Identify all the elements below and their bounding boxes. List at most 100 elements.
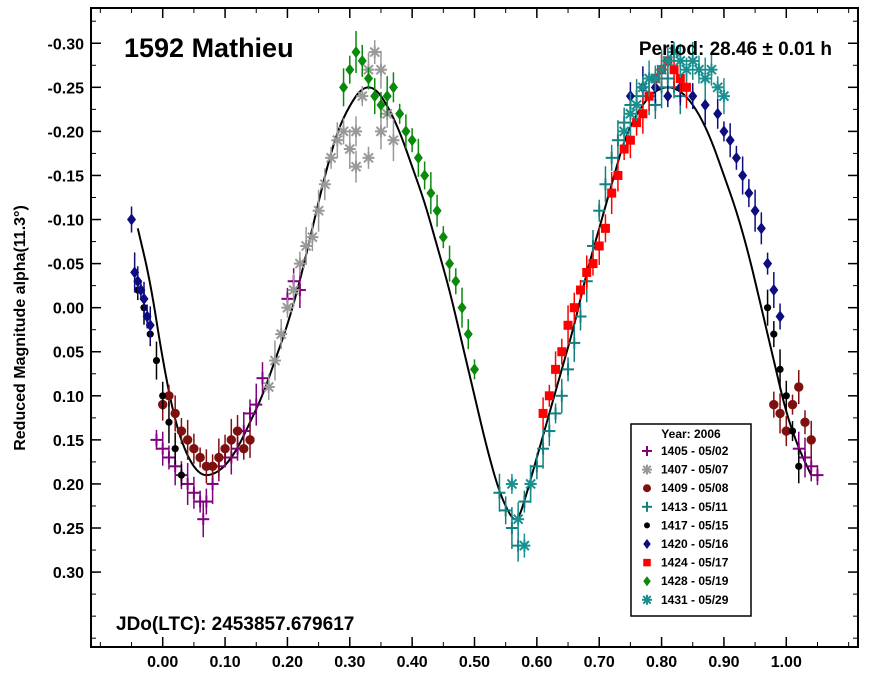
legend-label: 1424 - 05/17 bbox=[661, 556, 729, 570]
data-point bbox=[551, 364, 561, 374]
marker-diamond bbox=[395, 107, 405, 120]
marker-diamond bbox=[451, 275, 461, 288]
data-point bbox=[798, 451, 811, 464]
legend-marker bbox=[642, 594, 652, 605]
x-tick-label: 0.70 bbox=[584, 654, 615, 671]
data-point bbox=[576, 285, 586, 295]
data-point bbox=[537, 442, 550, 455]
marker-diamond bbox=[145, 319, 155, 332]
marker-square bbox=[544, 391, 554, 401]
y-tick-label: 0.20 bbox=[53, 477, 84, 494]
chart-title: 1592 Mathieu bbox=[124, 33, 294, 63]
marker-d2 bbox=[706, 64, 717, 75]
marker-diamond bbox=[470, 363, 479, 376]
data-point bbox=[343, 143, 356, 156]
marker-diamond bbox=[713, 107, 723, 120]
data-point bbox=[700, 98, 710, 111]
marker-d2 bbox=[332, 134, 343, 146]
marker-diamond bbox=[756, 222, 766, 235]
marker-diamond bbox=[643, 539, 651, 549]
data-point bbox=[699, 72, 712, 85]
data-point bbox=[605, 151, 618, 164]
data-point bbox=[800, 417, 810, 427]
data-point bbox=[401, 125, 411, 138]
data-point bbox=[374, 125, 387, 138]
x-tick-label: 0.10 bbox=[209, 654, 240, 671]
data-point bbox=[312, 204, 325, 217]
data-point bbox=[682, 82, 692, 92]
data-point bbox=[661, 54, 674, 67]
data-point bbox=[413, 151, 423, 164]
marker-d2 bbox=[325, 152, 337, 164]
data-point bbox=[649, 72, 662, 85]
x-tick-label: 0.20 bbox=[272, 654, 303, 671]
data-point bbox=[593, 204, 606, 217]
marker-square bbox=[551, 364, 561, 374]
data-point bbox=[756, 222, 766, 235]
marker-circle bbox=[794, 382, 804, 392]
y-tick-label: 0.10 bbox=[53, 389, 84, 406]
data-point bbox=[275, 328, 288, 341]
marker-dot bbox=[795, 462, 803, 470]
data-point bbox=[607, 188, 617, 198]
data-point bbox=[207, 461, 218, 472]
data-point bbox=[356, 90, 369, 103]
data-point bbox=[686, 54, 699, 67]
series-5 bbox=[127, 66, 785, 345]
marker-diamond bbox=[339, 81, 349, 94]
marker-circle bbox=[182, 435, 193, 445]
marker-d2 bbox=[650, 73, 661, 84]
marker-diamond bbox=[376, 98, 386, 111]
marker-d2 bbox=[319, 179, 331, 190]
y-tick-label: 0.30 bbox=[53, 565, 84, 582]
data-point bbox=[150, 433, 163, 446]
data-point bbox=[711, 81, 724, 94]
x-axis: 0.00 0.10 0.20 0.30 0.40 0.50 0.60 0.70 0.80 0.90… bbox=[99, 8, 850, 671]
marker-d2 bbox=[712, 82, 723, 93]
marker-diamond bbox=[731, 151, 741, 164]
marker-d2 bbox=[656, 64, 667, 75]
marker-diamond bbox=[463, 328, 473, 341]
data-point bbox=[187, 486, 200, 499]
y-tick-label: -0.25 bbox=[48, 80, 85, 97]
data-point bbox=[787, 399, 798, 410]
legend-label: 1428 - 05/19 bbox=[661, 574, 729, 588]
marker-circle bbox=[239, 443, 249, 454]
x-tick-label: 0.80 bbox=[646, 654, 677, 671]
data-point bbox=[177, 471, 186, 479]
data-point bbox=[182, 435, 193, 445]
marker-circle bbox=[806, 435, 816, 445]
data-point bbox=[568, 336, 581, 349]
marker-square bbox=[682, 82, 692, 92]
marker-circle bbox=[775, 408, 785, 419]
marker-square bbox=[588, 259, 598, 269]
marker-diamond bbox=[351, 46, 361, 59]
y-tick-label: -0.05 bbox=[48, 257, 85, 274]
marker-dot bbox=[159, 392, 167, 400]
marker-dot bbox=[776, 365, 784, 373]
data-point bbox=[171, 445, 179, 453]
data-point bbox=[244, 407, 257, 420]
data-point bbox=[719, 125, 729, 138]
marker-dot bbox=[782, 392, 790, 400]
marker-diamond bbox=[357, 54, 367, 67]
marker-circle bbox=[214, 452, 224, 463]
data-point bbox=[463, 328, 473, 341]
marker-square bbox=[538, 408, 548, 418]
y-tick-label: -0.20 bbox=[48, 124, 85, 141]
data-point bbox=[189, 443, 199, 454]
x-tick-label: 0.60 bbox=[521, 654, 552, 671]
data-point bbox=[145, 319, 155, 332]
marker-d2 bbox=[662, 55, 674, 67]
data-point bbox=[200, 495, 213, 508]
marker-d2 bbox=[350, 161, 362, 172]
data-point bbox=[770, 330, 778, 338]
data-point bbox=[139, 292, 149, 305]
x-tick-label: 0.40 bbox=[397, 654, 428, 671]
marker-diamond bbox=[413, 151, 423, 164]
marker-d2 bbox=[687, 55, 698, 67]
marker-square bbox=[607, 188, 617, 198]
data-point bbox=[318, 178, 331, 191]
marker-d2 bbox=[700, 73, 711, 84]
data-point bbox=[350, 160, 363, 173]
